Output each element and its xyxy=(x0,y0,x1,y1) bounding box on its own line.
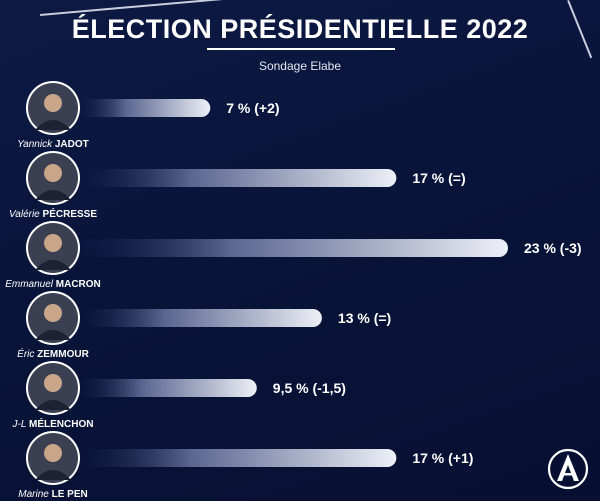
candidate-last-name: PÉCRESSE xyxy=(43,207,98,220)
person-body-icon xyxy=(35,190,71,200)
candidate-name-macron: Emmanuel MACRON xyxy=(5,279,101,290)
candidate-last-name: MACRON xyxy=(56,279,101,290)
candidate-first-name: Emmanuel xyxy=(5,279,56,290)
candidate-name-m-lenchon: J-L MÉLENCHON xyxy=(12,417,94,430)
person-body-icon xyxy=(35,470,71,480)
person-head-icon xyxy=(44,94,62,112)
candidate-last-name: JADOT xyxy=(55,139,89,150)
value-label-p-cresse: 17 % (=) xyxy=(412,170,465,186)
candidate-first-name: Marine xyxy=(18,489,51,500)
candidate-name-zemmour: Éric ZEMMOUR xyxy=(17,347,89,360)
title-underline xyxy=(207,48,395,50)
person-head-icon xyxy=(44,304,62,322)
value-label-macron: 23 % (-3) xyxy=(524,240,582,256)
candidate-first-name: Yannick xyxy=(17,139,55,150)
bar-jadot xyxy=(80,99,211,117)
value-label-zemmour: 13 % (=) xyxy=(338,310,391,326)
value-label-le-pen: 17 % (+1) xyxy=(412,450,473,466)
person-head-icon xyxy=(44,164,62,182)
page-title: ÉLECTION PRÉSIDENTIELLE 2022 xyxy=(71,14,529,44)
bar-p-cresse xyxy=(80,169,397,187)
bar-zemmour xyxy=(80,309,322,327)
candidate-last-name: LE PEN xyxy=(52,489,88,500)
candidate-first-name: Éric xyxy=(17,347,37,360)
value-label-jadot: 7 % (+2) xyxy=(226,100,279,116)
candidate-name-jadot: Yannick JADOT xyxy=(17,139,89,150)
bar-le-pen xyxy=(80,449,397,467)
a-monogram-icon xyxy=(547,448,589,490)
candidate-name-le-pen: Marine LE PEN xyxy=(18,489,87,500)
candidate-last-name: ZEMMOUR xyxy=(37,349,89,360)
candidate-first-name: Valérie xyxy=(9,209,43,220)
person-body-icon xyxy=(35,400,71,410)
bar-macron xyxy=(80,239,508,257)
person-body-icon xyxy=(35,260,71,270)
person-head-icon xyxy=(44,374,62,392)
candidate-first-name: J-L xyxy=(12,419,30,430)
value-label-m-lenchon: 9,5 % (-1,5) xyxy=(273,380,346,396)
bar-m-lenchon xyxy=(80,379,257,397)
person-head-icon xyxy=(44,444,62,462)
candidate-name-p-cresse: Valérie PÉCRESSE xyxy=(9,207,97,220)
person-body-icon xyxy=(35,330,71,340)
person-head-icon xyxy=(44,234,62,252)
person-body-icon xyxy=(35,120,71,130)
chart-subtitle: Sondage Elabe xyxy=(258,59,342,73)
candidate-last-name: MÉLENCHON xyxy=(29,417,93,430)
